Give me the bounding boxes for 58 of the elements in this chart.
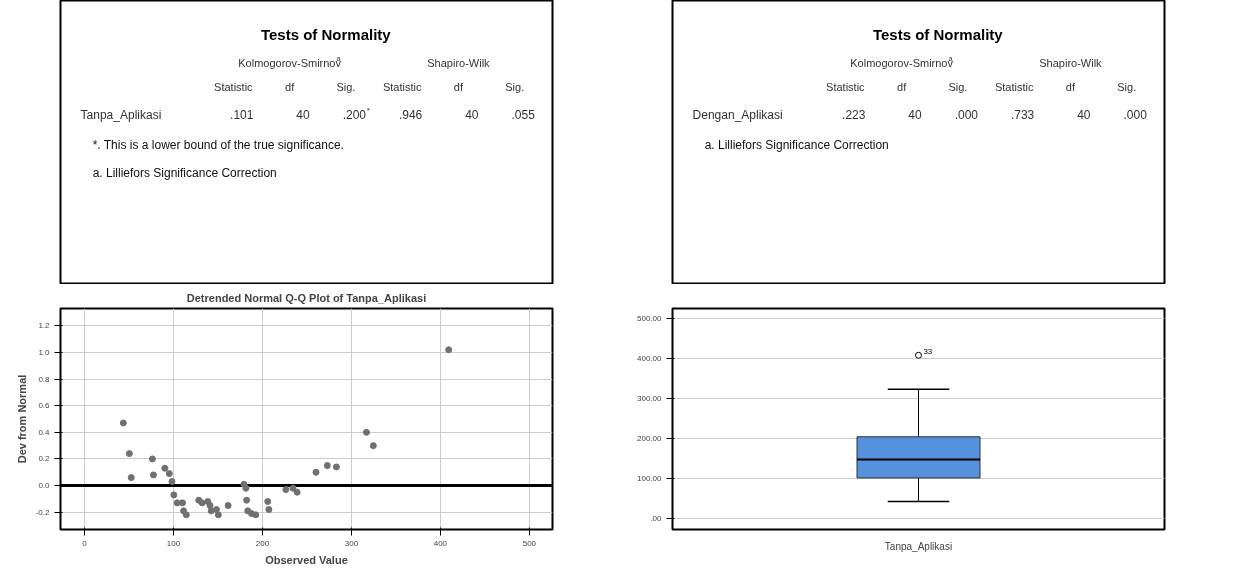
text: .946 [398,108,423,122]
text: Tests of Normality [260,26,392,43]
text: .101 [230,108,254,122]
text: .733 [1010,108,1035,122]
y-tick-label: 0.8 [38,374,51,384]
y-tick-label: 400.00 [637,354,663,364]
text: .055 [511,108,536,122]
text: Statistic [214,80,254,93]
text: .200* [342,105,370,122]
y-tick-label: 0.2 [38,454,51,464]
x-tick-label: 300 [344,538,359,548]
x-tick-label: 500 [522,538,537,548]
y-tick-label: -0.2 [35,507,51,517]
text: Shapiro-Wilk [427,56,491,69]
x-tick-label: 0 [82,538,88,548]
y-tick-label: 100.00 [637,474,663,484]
y-tick-label: .00 [650,514,663,524]
y-tick-label: 0.6 [38,401,51,411]
text: Shapiro-Wilk [1039,56,1103,69]
text: *. This is a lower bound of the true significance. [92,137,344,152]
text: Sig. [948,80,968,93]
x-tick-label: 100 [166,538,181,548]
x-tick-label: Tanpa_Aplikasi [884,540,953,552]
text: df [453,80,464,93]
text: 40 [296,108,311,122]
text: 40 [908,108,923,122]
text: Tanpa_Aplikasi [80,107,162,122]
y-tick-label: 0.4 [38,427,51,437]
y-tick-label: 1.2 [38,321,51,331]
text: Sig. [505,80,525,93]
text: Statistic [826,80,866,93]
x-tick-label: 200 [255,538,270,548]
text: Tests of Normality [872,26,1004,43]
y-tick-label: 0.0 [38,481,51,491]
text: df [1065,80,1076,93]
text: Statistic [382,80,422,93]
text: 40 [1077,108,1091,122]
text: .000 [954,108,979,122]
text: Sig. [336,80,356,93]
y-axis-title: Dev from Normal [15,374,28,464]
text: Statistic [994,80,1034,93]
y-tick-label: 200.00 [637,434,663,444]
annotation: 33 [923,346,933,356]
text: 40 [465,108,479,122]
chart-title: Detrended Normal Q-Q Plot of Tanpa_Aplikasi [186,291,427,304]
text: a. Lilliefors Significance Correction [704,137,889,152]
y-tick-label: 1.0 [38,347,51,357]
text: .223 [842,108,866,122]
text: df [897,80,908,93]
text: .000 [1123,108,1148,122]
text: Dengan_Aplikasi [692,107,783,122]
text: Sig. [1117,80,1137,93]
y-tick-label: 500.00 [637,314,663,324]
x-axis-title: Observed Value [265,553,348,566]
text: a. Lilliefors Significance Correction [92,165,277,180]
x-tick-label: 400 [433,538,448,548]
y-tick-label: 300.00 [637,394,663,404]
text: df [285,80,296,93]
